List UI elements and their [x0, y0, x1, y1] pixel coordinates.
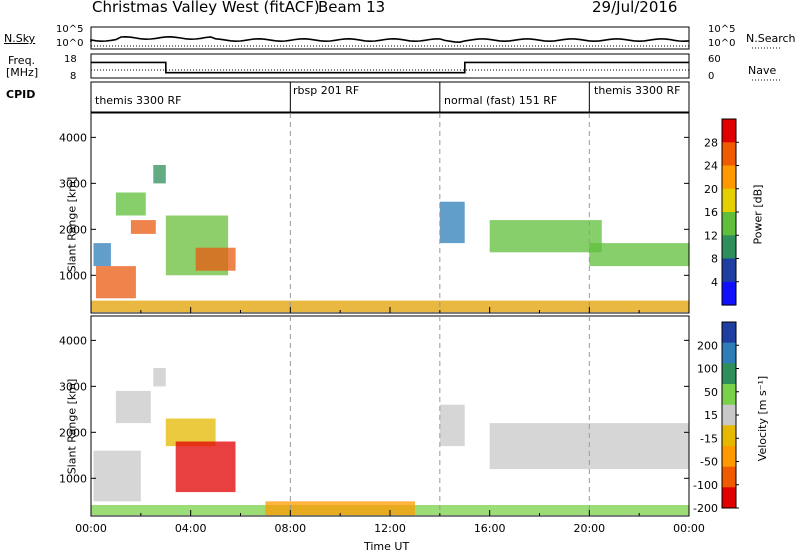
colorbar-tick-label: -200	[693, 502, 718, 515]
colorbar-segment	[722, 363, 736, 385]
nsearch-tick-bottom: 10^0	[708, 38, 736, 49]
x-tick-label: 20:00	[573, 522, 605, 535]
nsearch-tick-top: 10^5	[708, 24, 736, 35]
colorbar-segment	[722, 258, 736, 283]
beam-label: Beam 13	[318, 0, 386, 16]
colorbar-segment	[722, 425, 736, 447]
x-axis-label: Time UT	[364, 540, 410, 553]
colorbar-segment	[722, 446, 736, 468]
cpid-segment-label: themis 3300 RF	[594, 84, 681, 97]
colorbar-tick-label: 12	[704, 229, 718, 242]
colorbar-segment	[722, 404, 736, 426]
y-tick-label: 4000	[59, 334, 87, 347]
y-tick-label: 4000	[59, 131, 87, 144]
x-tick-label: 04:00	[175, 522, 207, 535]
noise-panel-frame	[90, 26, 690, 50]
colorbar-segment	[722, 487, 736, 509]
colorbar-segment	[722, 188, 736, 213]
colorbar-tick-label: 28	[704, 136, 718, 149]
page-title: Christmas Valley West (fitACF)	[92, 0, 320, 16]
colorbar-tick-label: 100	[697, 363, 718, 376]
y-tick-label: 1000	[59, 269, 87, 282]
y-tick-label: 3000	[59, 380, 87, 393]
colorbar-segment	[722, 322, 736, 344]
freq-panel-frame	[90, 53, 690, 79]
data-region	[439, 404, 465, 447]
nsky-tick-bottom: 10^0	[56, 38, 84, 49]
colorbar-tick-label: 8	[711, 253, 718, 266]
x-tick-label: 00:00	[75, 522, 107, 535]
cpid-label: CPID	[6, 88, 36, 101]
nsearch-label: N.Search	[746, 32, 796, 45]
data-region	[130, 220, 156, 234]
data-region	[115, 192, 146, 216]
colorbar-segment	[722, 119, 736, 143]
y-tick-label: 3000	[59, 177, 87, 190]
colorbar-tick-label: 15	[704, 409, 718, 422]
colorbar-tick-label: -50	[700, 456, 718, 469]
cpid-panel-frame	[90, 81, 690, 113]
colorbar-segment	[722, 342, 736, 364]
data-region	[195, 247, 236, 271]
y-tick-label: 2000	[59, 223, 87, 236]
colorbar-tick-label: 4	[711, 276, 718, 289]
nave-tick-top: 60	[708, 54, 721, 65]
colorbar-tick-label: 50	[704, 386, 718, 399]
data-region	[439, 201, 465, 244]
colorbar-tick-label: 200	[697, 339, 718, 352]
data-region	[93, 243, 111, 267]
data-region	[265, 501, 415, 516]
nsky-label: N.Sky	[4, 32, 36, 45]
nsky-line	[90, 35, 690, 44]
data-region	[96, 266, 136, 299]
data-region	[91, 300, 689, 313]
cpid-segment-label: themis 3300 RF	[95, 94, 182, 107]
colorbar-tick-label: 24	[704, 160, 718, 173]
data-region	[153, 165, 166, 184]
x-tick-label: 08:00	[274, 522, 306, 535]
data-region	[153, 368, 166, 387]
y-tick-label: 1000	[59, 472, 87, 485]
nave-label: Nave	[748, 64, 777, 77]
freq-tick-bottom: 8	[70, 71, 77, 82]
colorbar-segment	[722, 142, 736, 167]
colorbar-segment	[722, 281, 736, 306]
colorbar-tick-label: 20	[704, 183, 718, 196]
freq-unit-label: [MHz]	[6, 66, 39, 79]
colorbar-segment	[722, 235, 736, 260]
colorbar-tick-label: 16	[704, 206, 718, 219]
data-region	[489, 220, 602, 253]
x-tick-label: 16:00	[474, 522, 506, 535]
colorbar-segment	[722, 165, 736, 190]
freq-line	[91, 61, 689, 74]
date-label: 29/Jul/2016	[592, 0, 678, 16]
cpid-segment-label: rbsp 201 RF	[293, 84, 360, 97]
freq-label: Freq.	[8, 54, 36, 67]
data-region	[115, 390, 151, 424]
y-tick-label: 2000	[59, 426, 87, 439]
cpid-segment-label: normal (fast) 151 RF	[444, 94, 558, 107]
panel-frame	[90, 112, 690, 314]
x-tick-label: 12:00	[374, 522, 406, 535]
data-region	[175, 441, 236, 493]
x-tick-label: 00:00	[673, 522, 705, 535]
colorbar-tick-label: -15	[700, 432, 718, 445]
nave-tick-bottom: 0	[708, 71, 715, 82]
colorbar-segment	[722, 212, 736, 236]
data-region	[93, 450, 141, 502]
freq-tick-top: 18	[64, 54, 77, 65]
colorbar-segment	[722, 466, 736, 488]
colorbar-segment	[722, 384, 736, 406]
colorbar-tick-label: -100	[693, 479, 718, 492]
data-region	[589, 243, 689, 267]
nsky-tick-top: 10^5	[56, 24, 84, 35]
